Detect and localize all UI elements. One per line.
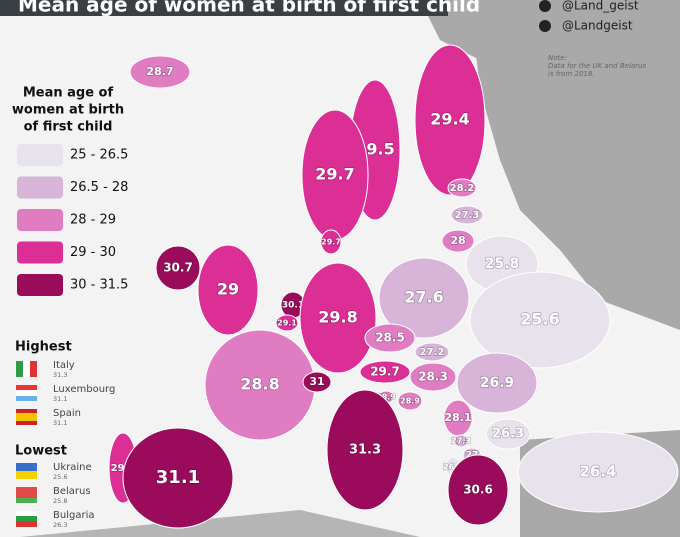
country-value-label: 30.6 <box>463 483 493 497</box>
legend-swatch <box>17 209 63 231</box>
note-line: is from 2018. <box>548 70 595 78</box>
country-value-label: 29.4 <box>430 110 469 129</box>
country-name: Belarus <box>53 486 91 497</box>
country-name: Spain <box>53 408 81 419</box>
country-region <box>414 342 450 362</box>
country-region <box>129 55 191 89</box>
legend-label: 30 - 31.5 <box>70 278 128 293</box>
country-region <box>378 257 470 339</box>
flags <box>16 361 37 527</box>
country-region <box>447 178 477 198</box>
country-region <box>397 391 423 411</box>
country-region <box>450 205 484 225</box>
country-value-label: 28.7 <box>146 65 173 78</box>
country-value-label: 25.6 <box>520 310 559 329</box>
twitter-icon <box>539 20 551 32</box>
legend-title: women at birth <box>12 103 124 118</box>
highest-heading: Highest <box>15 340 72 355</box>
country-name: Bulgaria <box>53 510 94 521</box>
country-value-label: 31.1 <box>156 467 200 488</box>
country-value-label: 28.1 <box>444 411 471 424</box>
note-line: Note: <box>548 54 567 62</box>
country-name: Italy <box>53 360 75 371</box>
country-region <box>326 389 404 511</box>
country-value-label: 29.1 <box>277 319 297 328</box>
country-name: Ukraine <box>53 462 92 473</box>
country-region <box>275 314 299 332</box>
legend-label: 25 - 26.5 <box>70 148 128 163</box>
country-region <box>453 434 469 448</box>
country-region <box>359 360 411 384</box>
legend-swatch <box>17 241 63 264</box>
country-name: Luxembourg <box>53 384 115 395</box>
country-value-label: 28.9 <box>400 397 420 406</box>
country-value-label: 28.5 <box>375 331 405 345</box>
lowest-heading: Lowest <box>15 444 67 459</box>
country-region <box>155 245 201 291</box>
country-value-label: 31 <box>309 375 324 388</box>
country-value: 31.3 <box>53 371 67 379</box>
country-value: 26.3 <box>53 521 67 529</box>
title-bar <box>0 0 448 16</box>
country-value-label: 26.4 <box>443 463 463 472</box>
instagram-handle: @Land_geist <box>562 0 639 13</box>
country-value: 25.6 <box>53 473 67 481</box>
legend-swatch <box>17 144 63 166</box>
country-region <box>409 362 457 392</box>
legend-title: Mean age of <box>23 86 114 101</box>
country-value-label: 30.7 <box>163 261 193 275</box>
country-value-label: 28.3 <box>418 370 448 384</box>
country-value-label: 27.2 <box>420 347 445 358</box>
country-value-label: 29.7 <box>370 365 400 379</box>
country-value: 31.1 <box>53 419 67 427</box>
country-region <box>197 244 259 336</box>
country-value-label: 29.8 <box>318 308 357 327</box>
country-region <box>320 229 342 255</box>
country-value-label: 27.3 <box>455 210 480 221</box>
country-value-label: 26.4 <box>579 463 616 481</box>
country-value-label: 28.9 <box>376 393 396 402</box>
country-region <box>364 323 416 353</box>
note-line: Data for the UK and Belarus <box>548 62 646 70</box>
country-value-label: 28.2 <box>450 183 475 194</box>
legend-swatch <box>17 274 63 296</box>
country-region <box>414 44 486 196</box>
country-value: 25.8 <box>53 497 67 505</box>
country-region <box>299 262 377 374</box>
country-region <box>517 431 679 513</box>
country-region <box>485 418 531 450</box>
country-value-label: 27.6 <box>404 288 443 307</box>
title: Mean age of women at birth of first chil… <box>18 0 480 17</box>
instagram-icon <box>539 0 551 12</box>
country-region <box>122 427 234 529</box>
legend-label: 28 - 29 <box>70 213 116 228</box>
country-value-label: 29 <box>217 280 239 299</box>
country-value-label: 30.1 <box>282 301 304 311</box>
country-region <box>302 371 332 393</box>
country-value-label: 26.3 <box>492 427 524 442</box>
country-value-label: 28.8 <box>240 375 279 394</box>
legend-swatch <box>17 176 63 199</box>
legend-title: of first child <box>24 120 113 135</box>
country-value-label: 28 <box>450 234 465 247</box>
legend-label: 29 - 30 <box>70 245 116 260</box>
country-value-label: 31.3 <box>349 443 381 458</box>
country-region <box>447 454 509 526</box>
country-region <box>456 352 538 414</box>
country-value-label: 25.8 <box>485 256 520 272</box>
country-value-label: 29.7 <box>321 238 341 247</box>
country-value-label: 29.7 <box>315 165 354 184</box>
legend-label: 26.5 - 28 <box>70 180 128 195</box>
country-region <box>469 271 611 369</box>
country-value-label: 26.9 <box>480 375 515 391</box>
country-region <box>441 229 475 253</box>
country-value-label: 27.3 <box>451 437 471 446</box>
twitter-handle: @Landgeist <box>562 19 633 33</box>
country-value: 31.1 <box>53 395 67 403</box>
